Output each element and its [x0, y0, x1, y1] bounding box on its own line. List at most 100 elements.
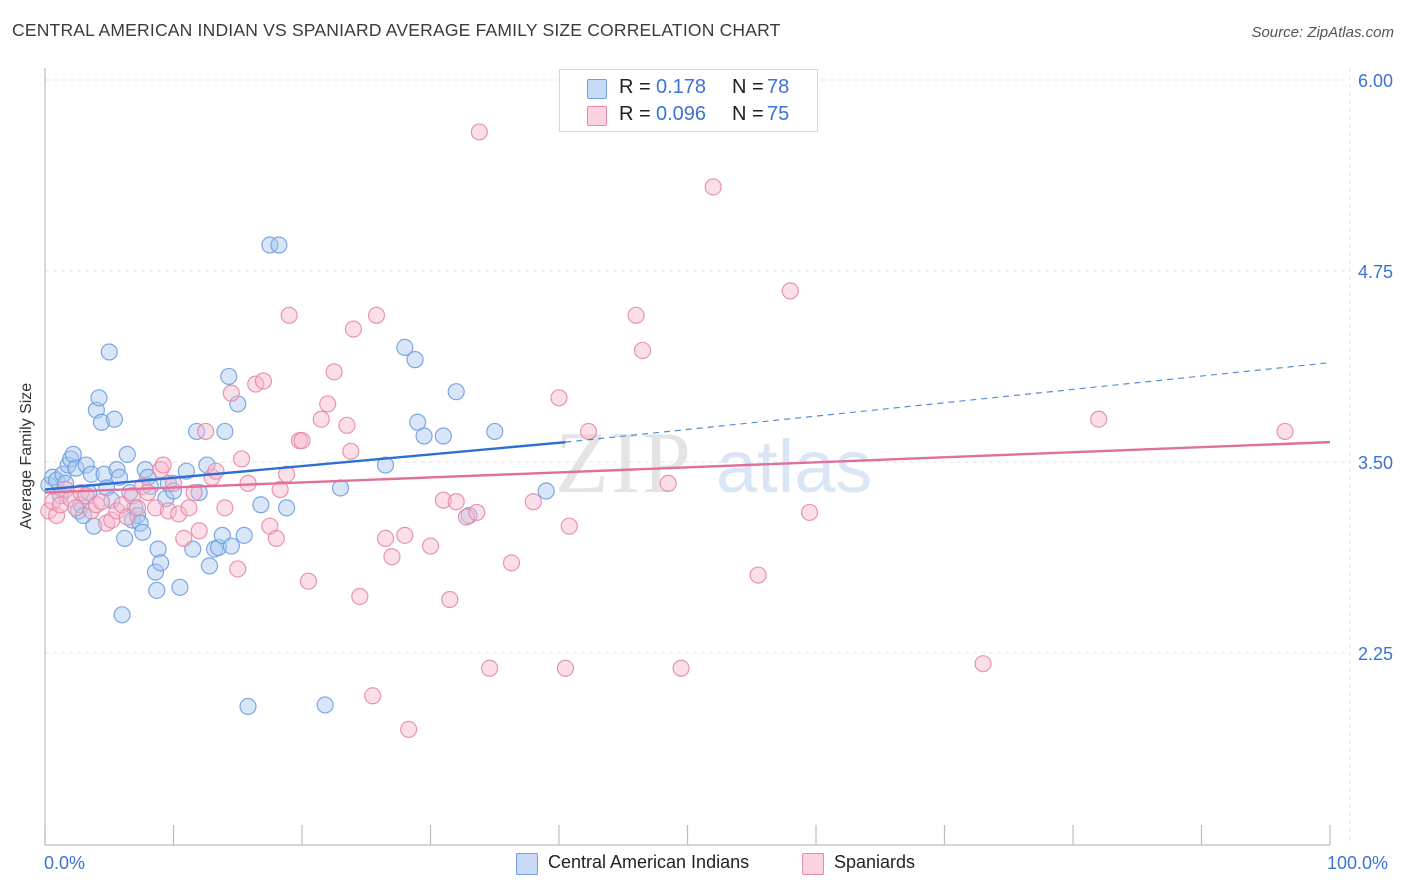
- blue-point: [220, 367, 238, 386]
- blue-point: [270, 236, 288, 254]
- pink-point: [447, 493, 465, 511]
- pink-point: [319, 395, 337, 413]
- pink-point: [87, 496, 106, 514]
- pink-point: [800, 503, 819, 522]
- legend-n-label: N =: [732, 76, 764, 98]
- pink-point: [98, 514, 116, 532]
- blue-point: [537, 482, 555, 500]
- pink-point: [579, 422, 598, 441]
- blue-point: [62, 450, 80, 468]
- blue-point: [92, 413, 111, 431]
- pink-point: [1090, 410, 1108, 428]
- legend-r-label: R =: [619, 76, 651, 98]
- pink-point: [185, 483, 203, 502]
- chart-source: Source: ZipAtlas.com: [1251, 24, 1394, 41]
- y-axis-label: Average Family Size: [18, 382, 35, 530]
- bottom-legend-swatch-blue: [516, 853, 538, 875]
- pink-point: [280, 306, 298, 324]
- pink-point: [170, 505, 188, 523]
- pink-point: [367, 306, 386, 324]
- blue-point: [277, 499, 296, 517]
- pink-point: [197, 422, 215, 441]
- legend-n-value: 78: [767, 76, 790, 98]
- pink-point: [627, 306, 645, 324]
- pink-point: [216, 499, 234, 517]
- blue-point: [235, 526, 253, 544]
- pink-point: [550, 389, 568, 407]
- pink-point: [781, 282, 799, 300]
- blue-point: [171, 578, 189, 596]
- legend-n-label: N =: [732, 103, 764, 125]
- blue-point: [200, 557, 219, 575]
- correlation-legend: R = 0.178 N = 78 R = 0.096 N = 75: [559, 69, 818, 132]
- pink-point: [338, 416, 356, 434]
- pink-point: [146, 499, 165, 517]
- blue-point: [396, 338, 414, 356]
- pink-point: [376, 529, 395, 548]
- blue-point: [105, 410, 123, 428]
- legend-r-value: 0.178: [656, 76, 707, 98]
- pink-point: [233, 450, 251, 468]
- y-tick-label: 6.00: [1358, 71, 1393, 91]
- pink-point: [749, 566, 767, 584]
- blue-point: [116, 529, 134, 548]
- blue-point: [252, 496, 270, 514]
- blue-point: [113, 606, 131, 624]
- pink-point: [207, 462, 225, 480]
- pink-point: [190, 522, 208, 540]
- blue-point: [118, 445, 136, 463]
- bottom-legend-label: Central American Indians: [548, 852, 750, 872]
- pink-point: [254, 372, 273, 390]
- blue-point: [222, 537, 240, 555]
- pink-point: [180, 499, 198, 517]
- pink-point: [364, 687, 382, 705]
- blue-trend-line: [44, 440, 566, 491]
- pink-point: [312, 410, 330, 428]
- blue-point: [216, 422, 234, 441]
- pink-point: [396, 526, 414, 544]
- pink-point: [560, 517, 578, 535]
- pink-point: [325, 363, 343, 381]
- chart-title: CENTRAL AMERICAN INDIAN VS SPANIARD AVER…: [12, 20, 781, 40]
- blue-point: [149, 540, 167, 558]
- blue-point: [90, 389, 108, 407]
- blue-point: [376, 456, 395, 474]
- pink-point: [383, 548, 401, 566]
- pink-point: [524, 493, 542, 511]
- blue-point: [100, 343, 118, 361]
- blue-point: [64, 445, 82, 463]
- pink-point: [92, 493, 111, 511]
- pink-point: [139, 483, 157, 502]
- pink-point: [481, 659, 499, 677]
- y-tick-label: 4.75: [1358, 262, 1393, 282]
- pink-point: [659, 474, 677, 492]
- blue-point: [152, 554, 170, 572]
- blue-point: [316, 696, 334, 714]
- pink-point: [159, 502, 177, 520]
- pink-point: [502, 554, 521, 572]
- blue-point: [415, 427, 433, 445]
- bottom-legend-swatch-pink: [802, 853, 824, 875]
- blue-point: [239, 697, 257, 716]
- pink-point: [441, 590, 459, 609]
- y-tick-label: 3.50: [1358, 453, 1393, 473]
- pink-point: [175, 529, 193, 548]
- pink-point: [351, 587, 369, 606]
- blue-point: [82, 465, 100, 483]
- watermark-atlas: atlas: [716, 425, 872, 508]
- blue-point: [188, 422, 206, 441]
- pink-point: [1276, 422, 1294, 441]
- pink-point: [229, 560, 247, 578]
- legend-swatch-blue: [587, 79, 607, 99]
- pink-point: [222, 384, 240, 402]
- pink-trend-line: [44, 440, 1331, 494]
- pink-point: [434, 491, 452, 509]
- blue-point: [447, 383, 465, 401]
- pink-point: [400, 720, 418, 739]
- x-tick-label-min: 0.0%: [44, 853, 86, 873]
- blue-trend-extension: [565, 362, 1331, 443]
- pink-point: [152, 461, 170, 479]
- blue-point: [134, 523, 152, 541]
- x-tick-label-max: 100.0%: [1327, 853, 1389, 873]
